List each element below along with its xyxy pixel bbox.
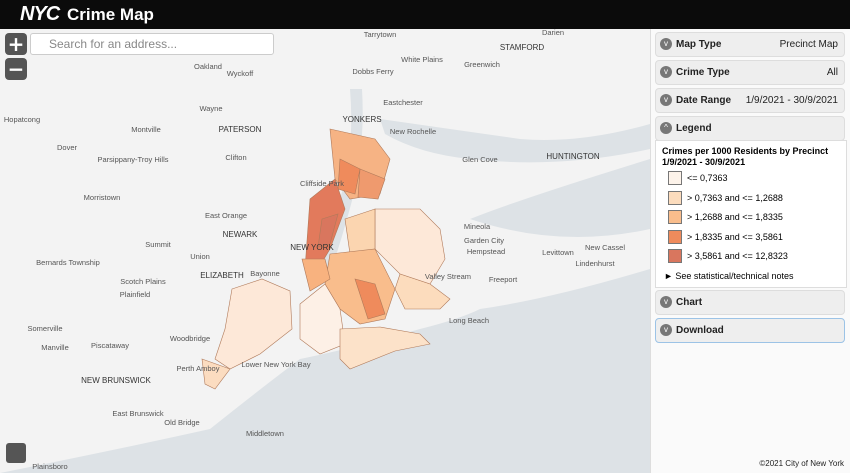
place-label: HUNTINGTON <box>546 152 599 161</box>
place-label: Eastchester <box>383 98 423 107</box>
zoom-in[interactable]: + <box>5 33 27 55</box>
place-label: Morristown <box>84 193 121 202</box>
place-label: Dover <box>57 143 78 152</box>
logo[interactable]: NYC <box>20 3 60 25</box>
legend-swatch <box>668 229 682 244</box>
precincts <box>201 128 451 390</box>
label: Chart <box>676 297 703 308</box>
place-label: Greenwich <box>464 60 500 69</box>
value: Precinct Map <box>779 39 838 50</box>
place-label: Somerville <box>27 324 62 333</box>
place-label: Freeport <box>489 275 518 284</box>
place-label: New Cassel <box>585 243 625 252</box>
notes-text: See statistical/technical notes <box>675 271 794 281</box>
place-label: Plainsboro <box>32 462 67 471</box>
zoom-out[interactable]: − <box>5 58 27 80</box>
place-label: White Plains <box>401 55 443 64</box>
legend-swatch <box>668 171 682 185</box>
place-label: Wyckoff <box>227 69 254 78</box>
place-label: Perth Amboy <box>177 364 220 373</box>
place-label: Cliffside Park <box>300 179 344 188</box>
label: Map Type <box>676 39 722 50</box>
place-label: Hempstead <box>467 247 505 256</box>
place-label: East Brunswick <box>112 409 164 418</box>
place-label: Piscataway <box>91 341 129 350</box>
place-label: Montville <box>131 125 161 134</box>
place-label: NEWARK <box>223 230 258 239</box>
label: Download <box>676 325 724 336</box>
search-placeholder: Search for an address... <box>49 37 178 51</box>
label: Legend <box>676 123 712 134</box>
place-label: East Orange <box>205 211 247 220</box>
legend-label: <= 0,7363 <box>687 173 728 183</box>
place-label: PATERSON <box>219 125 262 134</box>
app-title: Crime Map <box>67 5 154 24</box>
legend: Crimes per 1000 Residents by Precinct 1/… <box>655 140 847 288</box>
legend-swatch <box>668 190 682 205</box>
place-label: Mineola <box>464 222 491 231</box>
legend-toggle[interactable]: ^ Legend <box>655 116 845 141</box>
map-type[interactable]: v Map Type Precinct Map <box>655 32 845 57</box>
place-label: Garden City <box>464 236 504 245</box>
place-label: Levittown <box>542 248 574 257</box>
place-label: STAMFORD <box>500 43 545 52</box>
place-label: NEW YORK <box>290 243 334 252</box>
place-label: Bernards Township <box>36 258 100 267</box>
place-label: Parsippany-Troy Hills <box>98 155 169 164</box>
legend-label: > 0,7363 and <= 1,2688 <box>687 192 783 203</box>
place-label: New Rochelle <box>390 127 436 136</box>
place-label: Hopatcong <box>4 115 40 124</box>
place-label: Lindenhurst <box>575 259 615 268</box>
side-panel: v Map Type Precinct Map v Crime Type All v Da… <box>650 29 850 473</box>
place-label: Glen Cove <box>462 155 497 164</box>
download-toggle[interactable]: v Download <box>655 318 845 343</box>
place-label: Clifton <box>225 153 246 162</box>
crime-type[interactable]: v Crime Type All <box>655 60 845 85</box>
place-label: Oakland <box>194 62 222 71</box>
date-range[interactable]: v Date Range 1/9/2021 - 30/9/2021 <box>655 88 845 113</box>
place-label: Lower New York Bay <box>241 360 310 369</box>
place-label: Valley Stream <box>425 272 471 281</box>
place-label: Bayonne <box>250 269 280 278</box>
place-label: Summit <box>145 240 171 249</box>
place-label: Union <box>190 252 210 261</box>
place-label: ELIZABETH <box>200 271 244 280</box>
value: 1/9/2021 - 30/9/2021 <box>745 95 838 106</box>
share-button[interactable] <box>6 443 26 463</box>
label: Crime Type <box>676 67 730 78</box>
water <box>0 159 650 473</box>
map[interactable]: Tarrytown Darien STAMFORD Oakland Wyckoff Whi… <box>0 29 650 473</box>
place-label: Wayne <box>199 104 222 113</box>
place-label: NEW BRUNSWICK <box>81 376 151 385</box>
place-label: Manville <box>41 343 69 352</box>
place-label: Old Bridge <box>164 418 199 427</box>
place-label: Scotch Plains <box>120 277 166 286</box>
place-label: Woodbridge <box>170 334 210 343</box>
legend-swatch <box>668 249 682 263</box>
notes-link[interactable]: ► See statistical/technical notes <box>664 271 794 281</box>
place-label: Tarrytown <box>364 30 397 39</box>
sound <box>380 119 650 163</box>
legend-label: > 3,5861 and <= 12,8323 <box>687 251 788 261</box>
footer: ©2021 City of New York <box>759 459 844 468</box>
place-label: Dobbs Ferry <box>352 67 394 76</box>
place-label: YONKERS <box>342 115 381 124</box>
place-label: Middletown <box>246 429 284 438</box>
legend-label: > 1,8335 and <= 3,5861 <box>687 231 783 242</box>
legend-title: Crimes per 1000 Residents by Precinct 1/… <box>662 146 829 167</box>
place-label: Darien <box>542 29 564 37</box>
header: NYC Crime Map <box>0 0 850 29</box>
value: All <box>826 67 838 78</box>
label: Date Range <box>676 95 732 106</box>
legend-label: > 1,2688 and <= 1,8335 <box>687 212 783 222</box>
search-box[interactable]: Search for an address... <box>30 33 274 55</box>
place-label: Long Beach <box>449 316 489 325</box>
place-label: Plainfield <box>120 290 150 299</box>
legend-swatch <box>668 210 682 224</box>
chart-toggle[interactable]: v Chart <box>655 290 845 315</box>
